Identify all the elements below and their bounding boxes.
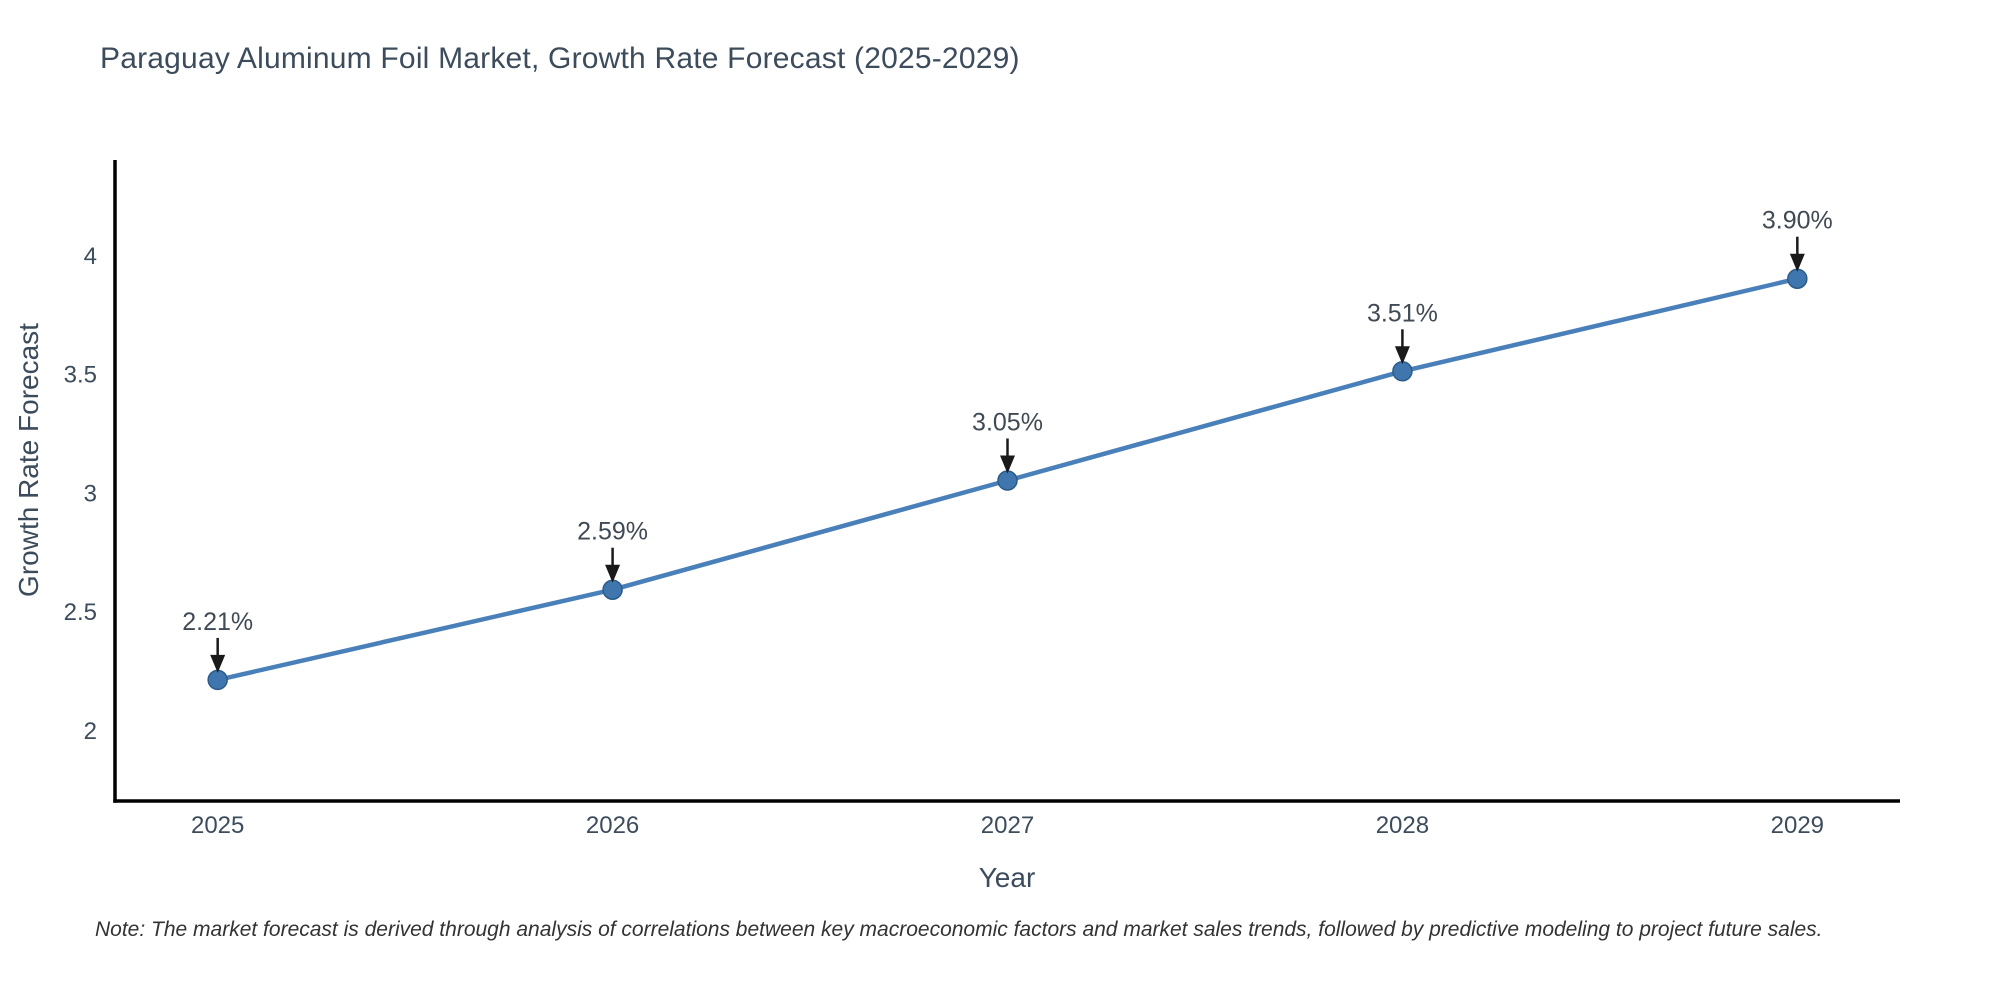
y-tick-label: 4 — [84, 243, 97, 270]
footnote: Note: The market forecast is derived thr… — [95, 918, 1823, 941]
annotation-arrow-head — [210, 654, 226, 673]
x-tick-label: 2028 — [1376, 812, 1429, 839]
chart-title: Paraguay Aluminum Foil Market, Growth Ra… — [100, 42, 1020, 75]
annotation-arrow-head — [1000, 455, 1015, 474]
data-point-marker — [1787, 268, 1808, 289]
point-annotation-label: 3.90% — [1762, 207, 1833, 235]
y-tick-label: 2.5 — [64, 599, 97, 626]
y-axis-title: Growth Rate Forecast — [13, 323, 44, 597]
annotation-arrow-head — [1394, 346, 1410, 365]
point-annotation-label: 3.05% — [972, 409, 1043, 437]
y-tick-label: 3 — [84, 480, 97, 507]
point-annotation-label: 2.21% — [182, 608, 253, 636]
y-tick-label: 3.5 — [64, 362, 97, 389]
axes-group: 2 2.5 3 3.5 4 2025 2026 2027 2028 2029 — [64, 160, 1900, 839]
data-point-marker — [602, 579, 623, 600]
y-tick-label: 2 — [84, 718, 97, 745]
x-tick-label: 2026 — [586, 812, 639, 839]
x-tick-label: 2029 — [1771, 812, 1824, 839]
data-point-marker — [997, 470, 1018, 491]
series-group — [207, 268, 1808, 691]
x-tick-label: 2027 — [981, 812, 1034, 839]
annotation-arrow-head — [1789, 253, 1805, 272]
data-point-marker — [1392, 361, 1413, 382]
annotation-arrow-head — [605, 564, 621, 583]
x-tick-label: 2025 — [191, 812, 244, 839]
data-point-marker — [207, 669, 228, 691]
point-annotation-label: 2.59% — [577, 518, 648, 546]
x-axis-title: Year — [979, 862, 1036, 893]
annotations-group: 2.21% 2.59% 3.05% 3.51% 3.90% — [182, 207, 1833, 673]
point-annotation-label: 3.51% — [1367, 299, 1438, 327]
